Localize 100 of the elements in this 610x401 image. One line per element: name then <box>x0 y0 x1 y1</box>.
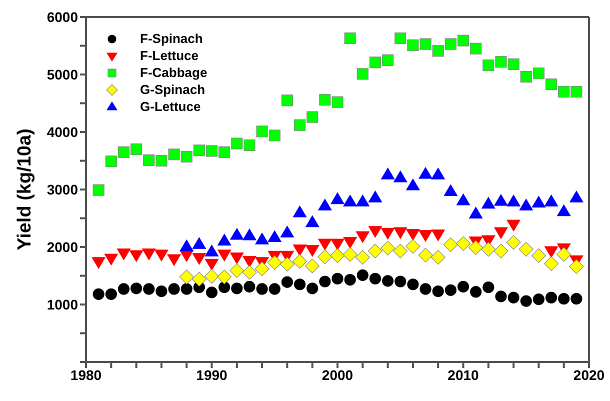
point <box>443 237 458 252</box>
point <box>356 68 368 80</box>
x-tick-label: 2000 <box>322 366 354 383</box>
point <box>418 248 433 262</box>
point <box>569 259 584 274</box>
point <box>519 198 533 210</box>
point <box>306 111 318 123</box>
point <box>192 237 206 249</box>
point <box>531 248 546 263</box>
point <box>570 190 584 202</box>
point <box>105 156 117 168</box>
point <box>218 146 230 158</box>
point <box>206 145 218 157</box>
point <box>156 154 168 167</box>
point <box>118 146 130 158</box>
point <box>520 295 532 307</box>
point <box>230 263 244 278</box>
point <box>218 250 232 262</box>
point <box>431 168 445 180</box>
point <box>431 230 445 242</box>
point <box>292 244 307 256</box>
y-tick-label: 6000 <box>46 8 78 25</box>
point <box>532 196 546 208</box>
point <box>380 240 396 256</box>
x-tick-label: 2010 <box>448 366 480 383</box>
legend-label: F-Spinach <box>140 31 203 46</box>
point <box>343 194 357 206</box>
point <box>506 235 521 250</box>
point <box>544 194 558 206</box>
point <box>142 248 156 260</box>
point <box>482 281 494 294</box>
point <box>154 250 168 262</box>
point <box>218 234 232 246</box>
point <box>242 265 257 280</box>
point <box>457 34 470 46</box>
point <box>444 284 456 296</box>
point <box>292 254 308 269</box>
point <box>217 270 232 284</box>
point <box>382 54 394 66</box>
point <box>254 262 270 276</box>
point <box>292 206 307 218</box>
point <box>130 250 144 262</box>
point <box>255 232 269 244</box>
point <box>469 206 483 218</box>
point <box>192 272 206 286</box>
point <box>230 252 244 264</box>
point <box>470 42 482 54</box>
point <box>444 184 458 196</box>
point <box>368 190 382 202</box>
point <box>344 32 356 44</box>
point <box>92 257 106 269</box>
point <box>231 138 243 150</box>
point <box>495 56 507 68</box>
y-tick-label: 5000 <box>46 66 78 82</box>
point <box>118 283 130 295</box>
point <box>281 94 293 106</box>
point <box>318 238 332 250</box>
point <box>520 71 532 83</box>
point <box>231 282 243 294</box>
point <box>256 126 268 138</box>
point <box>268 230 282 242</box>
point <box>394 276 406 288</box>
point <box>167 254 181 266</box>
point <box>242 228 256 240</box>
point <box>570 86 582 98</box>
point <box>393 244 408 258</box>
point <box>319 276 331 288</box>
point <box>180 283 192 295</box>
point <box>482 60 494 72</box>
point <box>532 68 544 80</box>
point <box>556 247 572 262</box>
point <box>470 286 482 298</box>
point <box>318 249 332 264</box>
y-tick-label: 4000 <box>46 124 78 140</box>
point <box>204 269 220 284</box>
point <box>294 278 306 290</box>
point <box>306 245 320 257</box>
point <box>532 294 544 306</box>
point <box>330 248 345 263</box>
point <box>406 178 420 190</box>
point <box>570 292 582 305</box>
point <box>116 248 131 260</box>
point <box>545 78 558 90</box>
point <box>544 246 558 258</box>
point <box>381 228 395 240</box>
point <box>506 220 520 232</box>
point <box>432 45 444 57</box>
point <box>268 283 280 295</box>
point <box>558 292 570 305</box>
point <box>356 194 370 206</box>
point <box>420 283 432 295</box>
point <box>130 143 142 156</box>
point <box>494 244 508 258</box>
point <box>356 269 368 281</box>
point <box>281 276 293 288</box>
point <box>394 227 408 239</box>
point <box>418 230 432 242</box>
point <box>444 38 456 50</box>
point <box>368 226 382 238</box>
point <box>494 194 508 206</box>
